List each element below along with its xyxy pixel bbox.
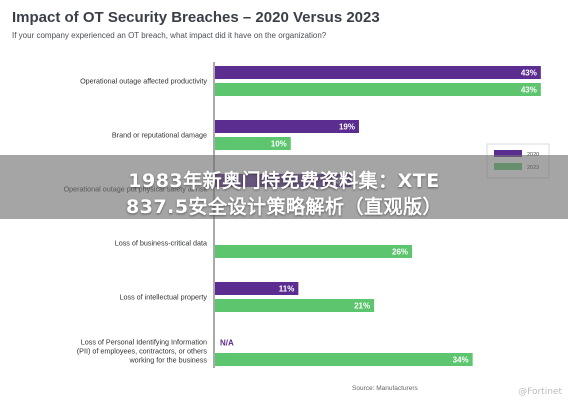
category-label: Loss of business-critical data bbox=[115, 239, 207, 248]
legend-swatch-2020 bbox=[494, 150, 522, 157]
category-label: Loss of Personal Identifying Information bbox=[81, 338, 207, 347]
category-label: Loss of intellectual property bbox=[120, 293, 208, 302]
bar-value-label: 10% bbox=[271, 140, 287, 149]
bar-value-label: 43% bbox=[521, 86, 537, 95]
bar-value-label: 43% bbox=[521, 69, 537, 78]
bar-2023 bbox=[215, 299, 375, 312]
category-label: Brand or reputational damage bbox=[112, 131, 207, 140]
chart-title: Impact of OT Security Breaches – 2020 Ve… bbox=[12, 9, 380, 26]
bar-2020 bbox=[215, 120, 359, 133]
category-label: working for the business bbox=[128, 356, 207, 365]
bar-value-label: 21% bbox=[354, 302, 370, 311]
chart-subtitle: If your company experienced an OT breach… bbox=[12, 31, 327, 40]
overlay-line-1: 1983年新奥门特免费资料集：XTE bbox=[128, 170, 440, 192]
overlay-banner bbox=[0, 155, 568, 219]
bar-value-label: 34% bbox=[453, 356, 469, 365]
bar-2023 bbox=[215, 353, 473, 366]
bar-2023 bbox=[215, 83, 541, 96]
bar-value-label: 11% bbox=[279, 285, 295, 294]
bar-2023 bbox=[215, 245, 413, 258]
bar-2023 bbox=[215, 137, 291, 150]
bar-value-label: 19% bbox=[339, 123, 355, 132]
source-note: Source: Manufacturers bbox=[352, 385, 419, 392]
category-label: Operational outage affected productivity bbox=[80, 77, 207, 86]
bar-value-label: 26% bbox=[392, 248, 408, 257]
category-labels: Operational outage affected productivity… bbox=[64, 77, 208, 365]
bar-value-label: N/A bbox=[220, 339, 234, 348]
overlay-line-2: 837.5安全设计策略解析（直观版） bbox=[125, 196, 443, 218]
watermark: @Fortinet bbox=[518, 387, 562, 397]
bar-2020 bbox=[215, 282, 299, 295]
bar-2020 bbox=[215, 66, 541, 79]
category-label: (PII) of employees, contractors, or othe… bbox=[77, 347, 208, 356]
overlay-text: 1983年新奥门特免费资料集：XTE 837.5安全设计策略解析（直观版） bbox=[0, 168, 568, 220]
